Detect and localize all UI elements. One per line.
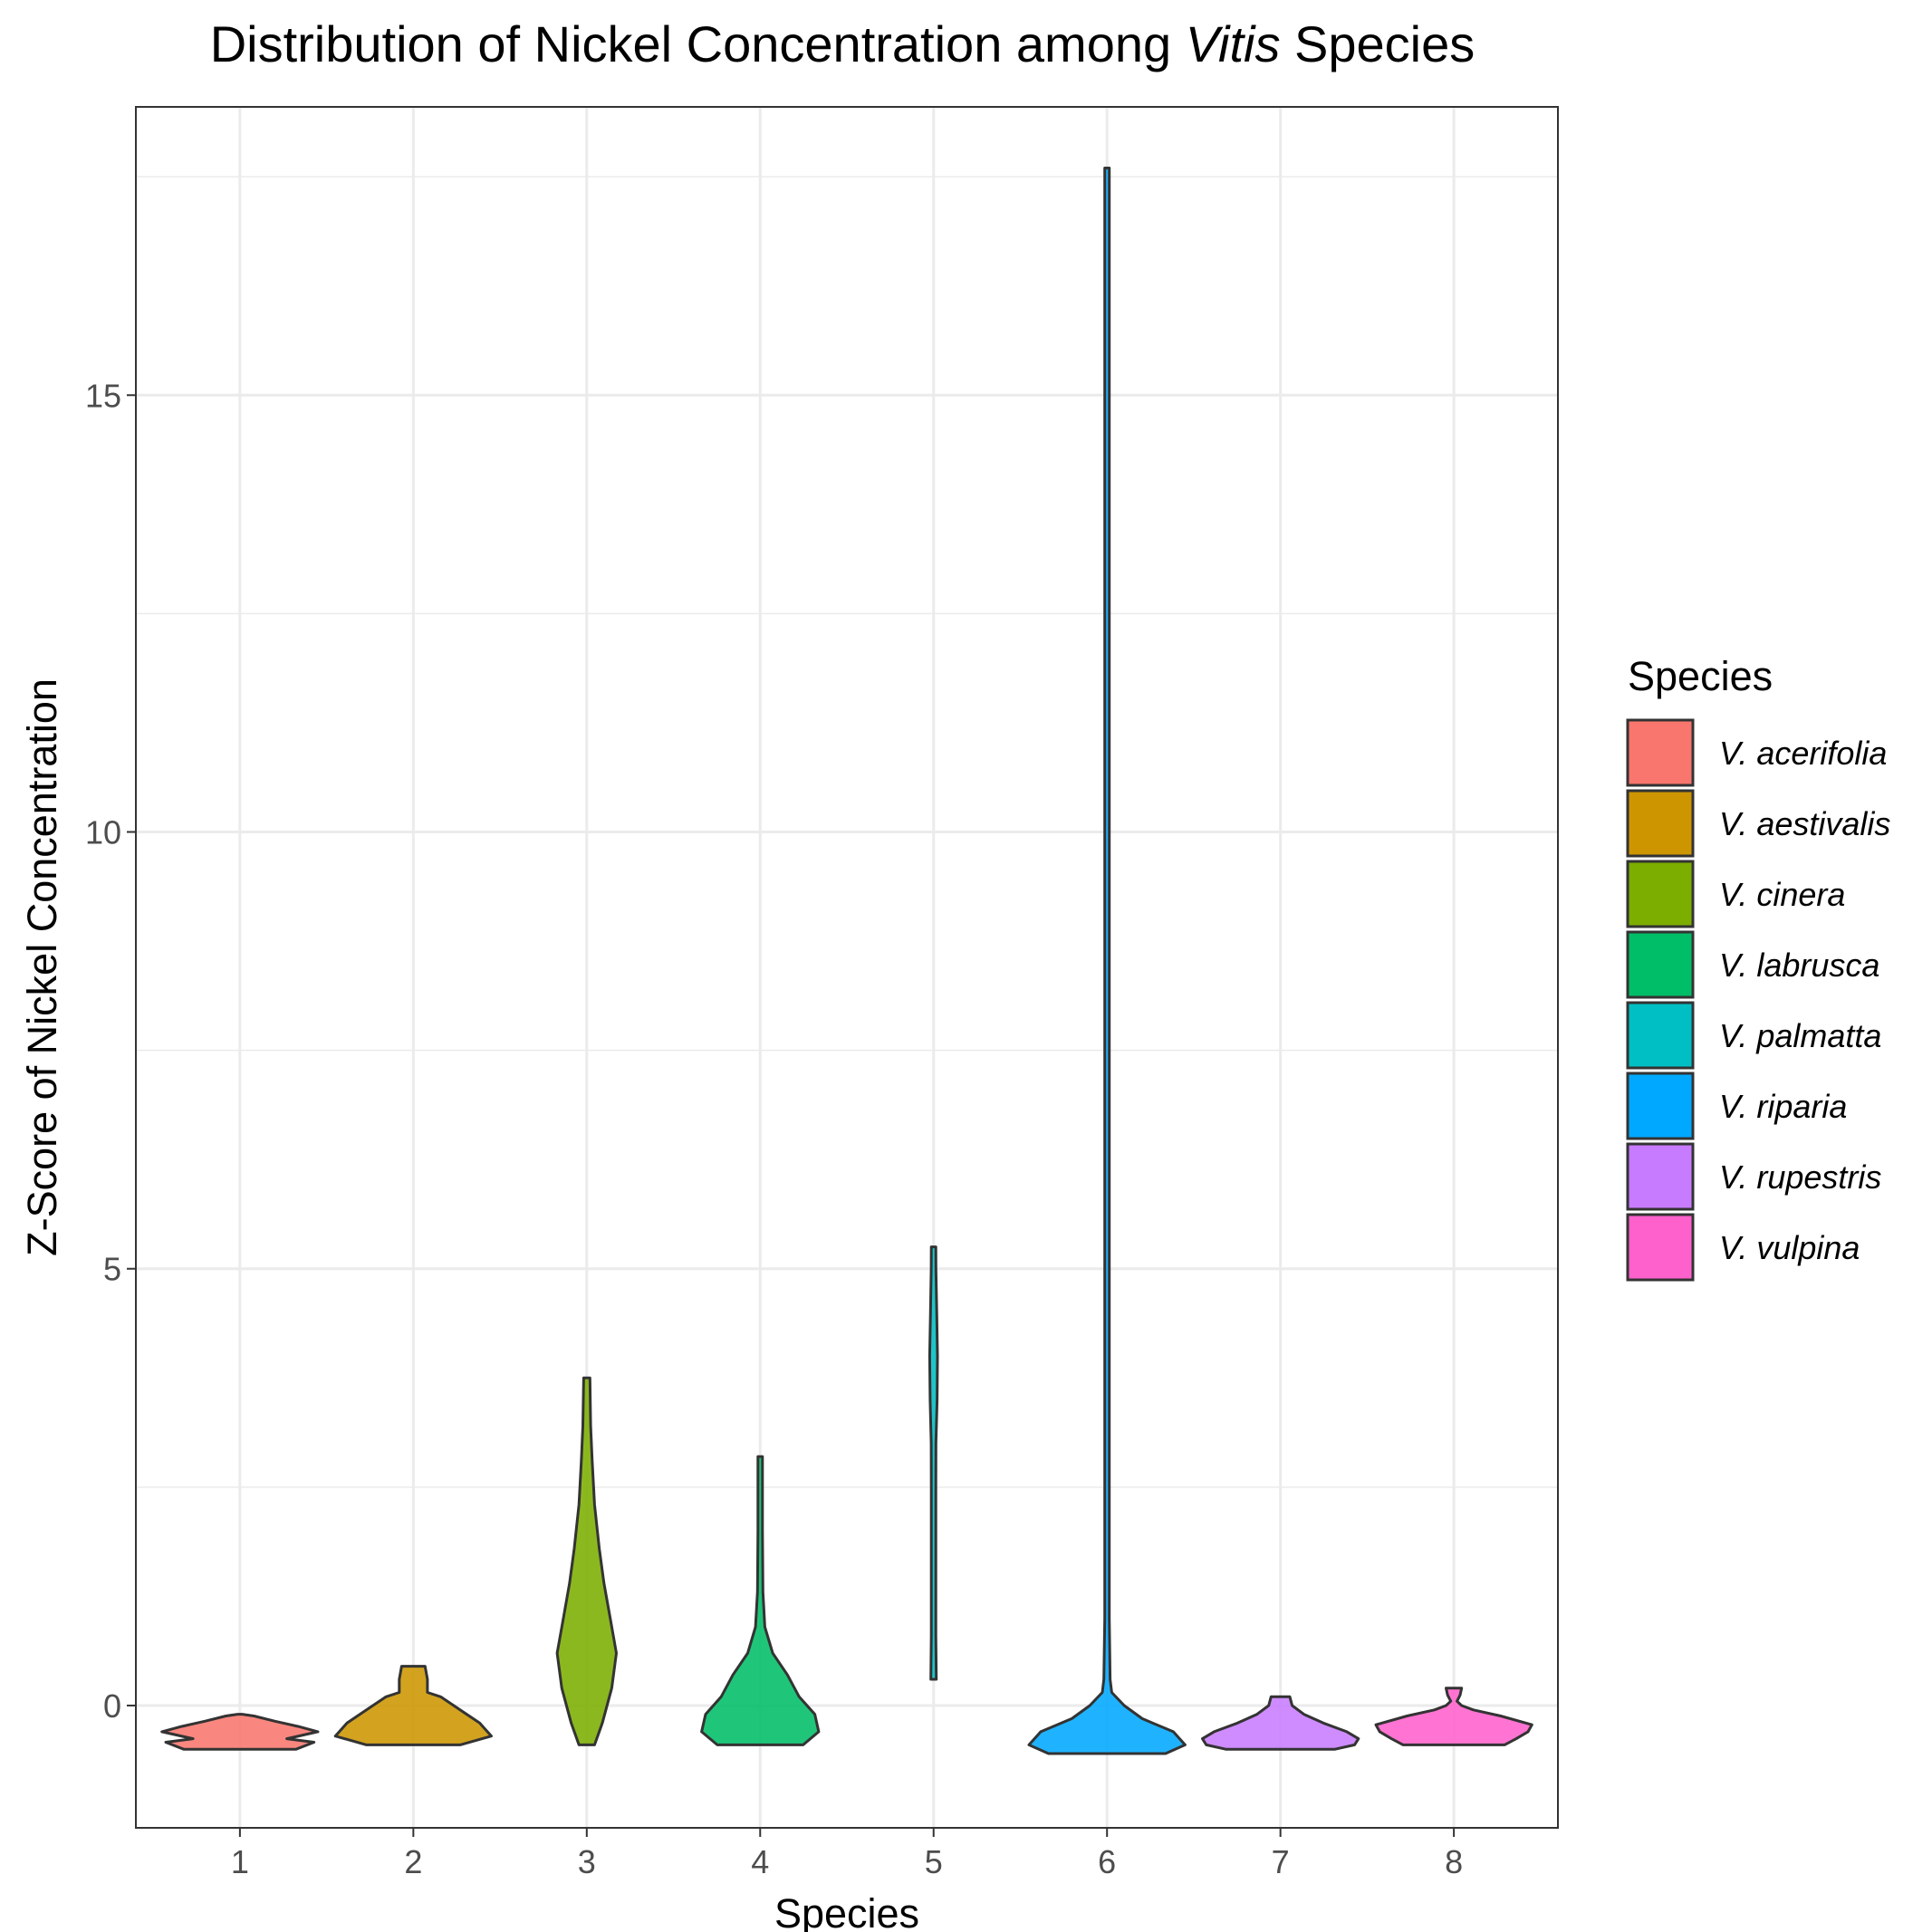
violin-1 <box>160 1713 320 1751</box>
legend-label: V. riparia <box>1719 1088 1847 1125</box>
legend-label: V. rupestris <box>1719 1158 1881 1196</box>
violin-4 <box>700 1455 821 1746</box>
chart-title: Distribution of Nickel Concentration amo… <box>210 15 1475 72</box>
violins <box>160 167 1533 1755</box>
legend-key <box>1626 1213 1695 1282</box>
legend-label: V. vulpina <box>1719 1229 1860 1266</box>
legend-key <box>1626 718 1695 787</box>
x-tick-label: 2 <box>404 1843 422 1880</box>
legend-label: V. palmatta <box>1719 1017 1881 1054</box>
legend-key <box>1626 789 1695 858</box>
violin-5 <box>928 1245 939 1681</box>
chart-title-suffix: Species <box>1280 15 1475 72</box>
x-tick-label: 7 <box>1272 1843 1290 1880</box>
x-tick-label: 1 <box>231 1843 249 1880</box>
y-tick-label: 5 <box>103 1251 121 1288</box>
legend-label: V. cinera <box>1719 876 1845 913</box>
x-tick-label: 3 <box>578 1843 596 1880</box>
x-axis-title: Species <box>774 1890 919 1932</box>
x-tick-label: 6 <box>1098 1843 1116 1880</box>
y-tick-label: 10 <box>85 814 121 851</box>
x-tick-label: 8 <box>1445 1843 1463 1880</box>
legend-title: Species <box>1628 653 1773 699</box>
legend-key <box>1626 860 1695 928</box>
chart-title-prefix: Distribution of Nickel Concentration amo… <box>210 15 1186 72</box>
plot-panel-background <box>136 107 1558 1828</box>
y-tick-label: 0 <box>103 1687 121 1725</box>
legend-key <box>1626 1072 1695 1140</box>
axes: 0 5 10 15 1 2 3 4 5 6 7 8 <box>85 377 1463 1880</box>
x-tick-label: 4 <box>751 1843 769 1880</box>
legend-label: V. acerifolia <box>1719 735 1887 772</box>
legend-label: V. labrusca <box>1719 947 1879 984</box>
violin-6 <box>1027 167 1187 1755</box>
x-tick-label: 5 <box>925 1843 943 1880</box>
violin-3 <box>555 1376 618 1746</box>
violin-8 <box>1374 1687 1533 1746</box>
legend-key <box>1626 1001 1695 1070</box>
violin-2 <box>333 1665 493 1746</box>
legend: V. acerifolia V. aestivalis V. cinera V. la… <box>1626 718 1890 1282</box>
chart-title-italic: Vitis <box>1186 15 1281 72</box>
legend-key <box>1626 930 1695 999</box>
y-axis-title: Z-Score of Nickel Concentration <box>19 678 65 1256</box>
plot-panel-border <box>135 106 1559 1829</box>
legend-label: V. aestivalis <box>1719 805 1890 842</box>
legend-key <box>1626 1142 1695 1211</box>
y-tick-label: 15 <box>85 377 121 414</box>
violin-7 <box>1201 1695 1360 1751</box>
